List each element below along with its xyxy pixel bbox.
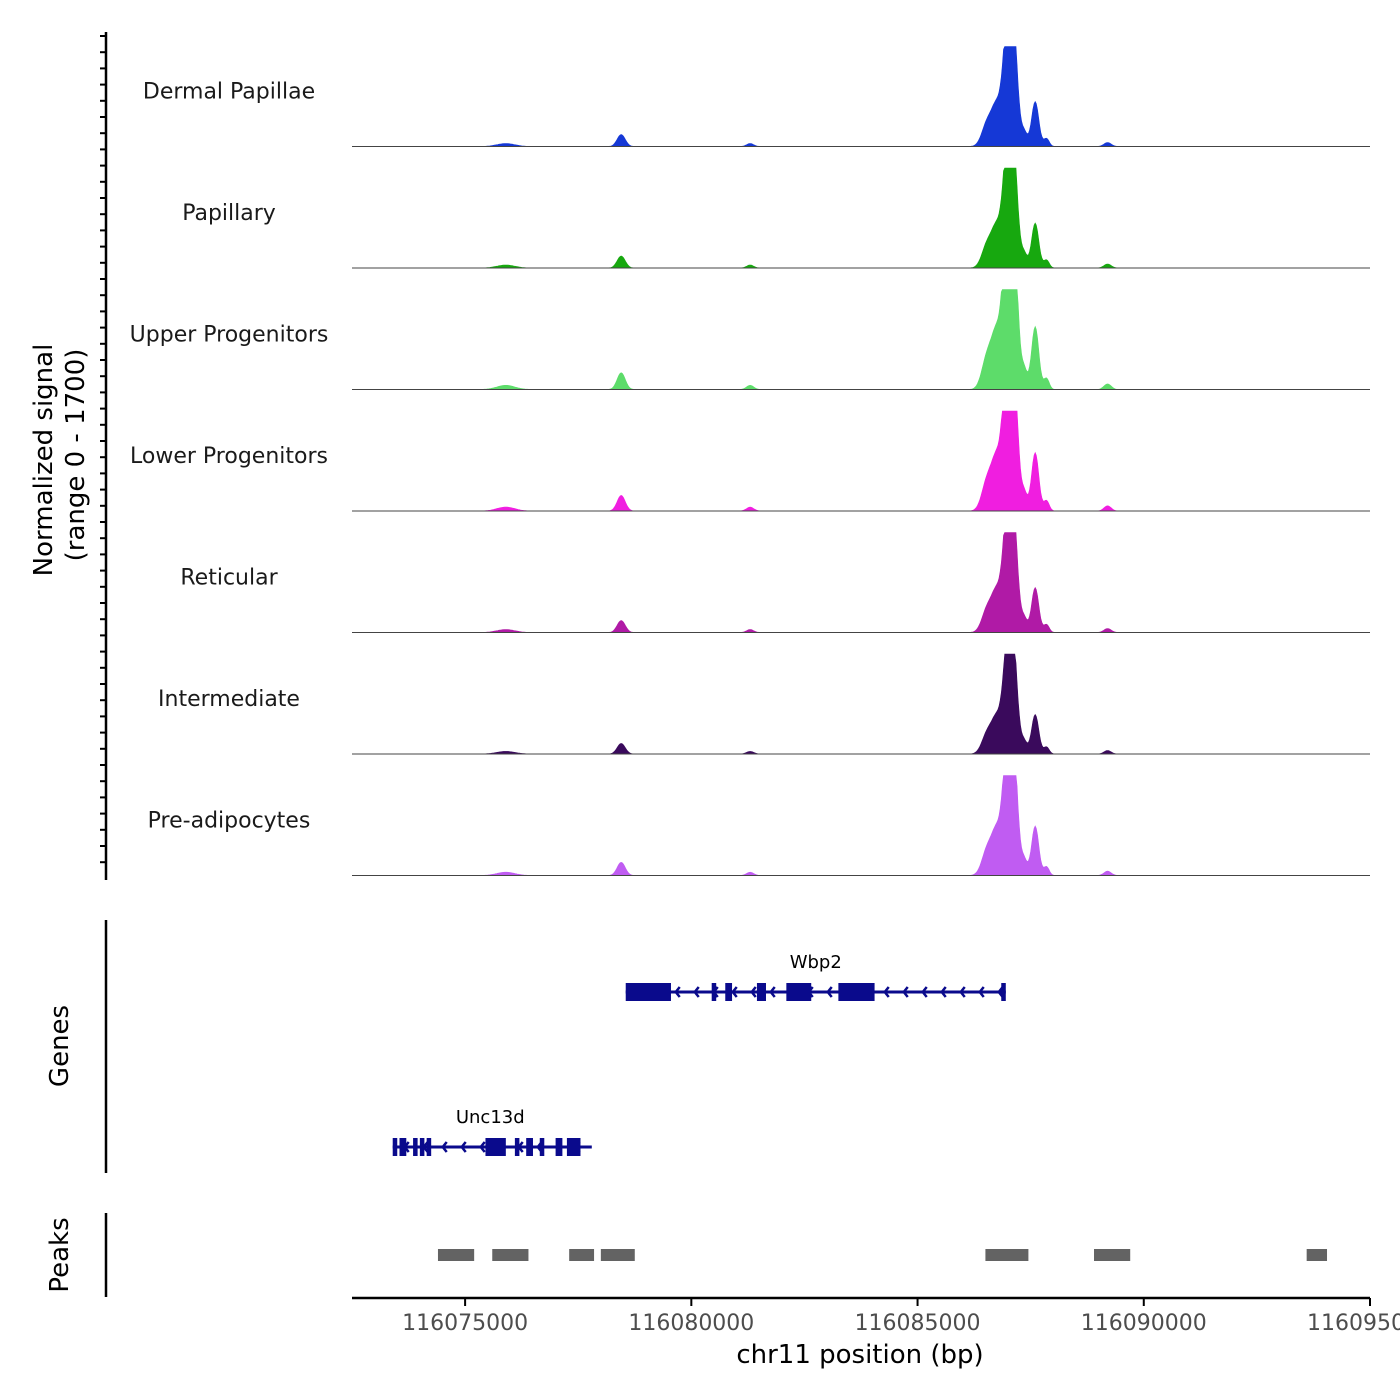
coverage-area	[352, 46, 1370, 147]
coverage-track: Upper Progenitors	[130, 289, 1370, 390]
coverage-track: Dermal Papillae	[143, 46, 1370, 147]
coverage-area	[352, 532, 1370, 633]
strand-chevron	[978, 986, 985, 998]
coverage-area	[352, 775, 1370, 876]
track-label: Reticular	[180, 566, 278, 591]
coverage-track: Lower Progenitors	[130, 410, 1370, 512]
strand-chevron	[959, 986, 966, 998]
peak-segments	[437, 1249, 1328, 1261]
strand-chevron	[693, 986, 700, 998]
x-tick-label: 116095000	[1307, 1311, 1400, 1336]
track-label: Intermediate	[158, 687, 300, 712]
peak-segment	[985, 1249, 1029, 1261]
strand-chevron	[731, 986, 738, 998]
gene-exon	[426, 1138, 432, 1156]
gene-exon	[711, 983, 717, 1001]
signal-y-axis-ticks	[100, 35, 106, 864]
track-label: Pre-adipocytes	[148, 809, 311, 834]
coverage-area	[352, 653, 1370, 755]
genes-ylabel: Genes	[45, 1005, 75, 1087]
peak-segment	[437, 1249, 475, 1261]
strand-chevron	[460, 1141, 467, 1153]
signal-ylabel-line2: (range 0 - 1700)	[61, 349, 91, 562]
coverage-area	[352, 410, 1370, 512]
strand-chevron	[940, 986, 947, 998]
strand-chevron	[441, 1141, 448, 1153]
track-label: Dermal Papillae	[143, 80, 315, 105]
gene-exon	[725, 983, 733, 1001]
coverage-track: Intermediate	[158, 653, 1370, 755]
peak-segment	[569, 1249, 595, 1261]
coverage-tracks: Dermal Papillae Papillary Upper Progenitor…	[130, 46, 1370, 876]
strand-chevron	[674, 986, 681, 998]
gene-exon	[485, 1138, 506, 1156]
gene-model: Unc13d	[392, 1107, 592, 1156]
strand-chevron	[769, 986, 776, 998]
gene-exon	[526, 1138, 533, 1156]
gene-label: Unc13d	[456, 1107, 525, 1128]
x-tick-label: 116085000	[855, 1311, 981, 1336]
peak-segment	[600, 1249, 635, 1261]
peak-segment	[1306, 1249, 1328, 1261]
gene-exon	[419, 1138, 425, 1156]
coverage-track: Reticular	[180, 532, 1370, 633]
gene-models: Wbp2 Unc13d	[392, 952, 1006, 1156]
track-label: Papillary	[182, 201, 276, 226]
x-tick-label: 116075000	[402, 1311, 528, 1336]
strand-chevron	[826, 986, 833, 998]
peak-segment	[1094, 1249, 1131, 1261]
x-axis: 116075000 116080000 116085000 116090000 1160…	[352, 1296, 1400, 1336]
coverage-area	[352, 167, 1370, 269]
coverage-track: Papillary	[182, 167, 1370, 269]
gene-exon	[756, 983, 766, 1001]
strand-chevron	[883, 986, 890, 998]
x-tick-label: 116080000	[628, 1311, 754, 1336]
gene-exon	[625, 983, 671, 1001]
signal-ylabel-line1: Normalized signal	[29, 344, 59, 577]
track-label: Upper Progenitors	[130, 323, 329, 348]
strand-chevron	[902, 986, 909, 998]
gene-exon	[566, 1138, 581, 1156]
coverage-track: Pre-adipocytes	[148, 775, 1370, 876]
x-tick-label: 116090000	[1081, 1311, 1207, 1336]
gene-label: Wbp2	[790, 952, 842, 973]
signal-axis-title: Normalized signal (range 0 - 1700)	[29, 344, 91, 577]
peaks-ylabel: Peaks	[45, 1217, 75, 1292]
gene-exon	[838, 983, 875, 1001]
gene-exon	[399, 1138, 407, 1156]
gene-model: Wbp2	[625, 952, 1006, 1001]
peak-segment	[492, 1249, 529, 1261]
gene-exon	[539, 1138, 545, 1156]
coverage-area	[352, 289, 1370, 390]
x-axis-title: chr11 position (bp)	[736, 1340, 983, 1370]
gene-exon	[1001, 983, 1006, 1001]
gene-exon	[786, 983, 812, 1001]
gene-exon	[555, 1138, 563, 1156]
strand-chevron	[921, 986, 928, 998]
strand-chevron	[479, 1141, 486, 1153]
gene-exon	[514, 1138, 520, 1156]
gene-exon	[392, 1138, 398, 1156]
strand-chevron	[750, 986, 757, 998]
track-label: Lower Progenitors	[130, 444, 328, 469]
gene-exon	[413, 1138, 418, 1156]
